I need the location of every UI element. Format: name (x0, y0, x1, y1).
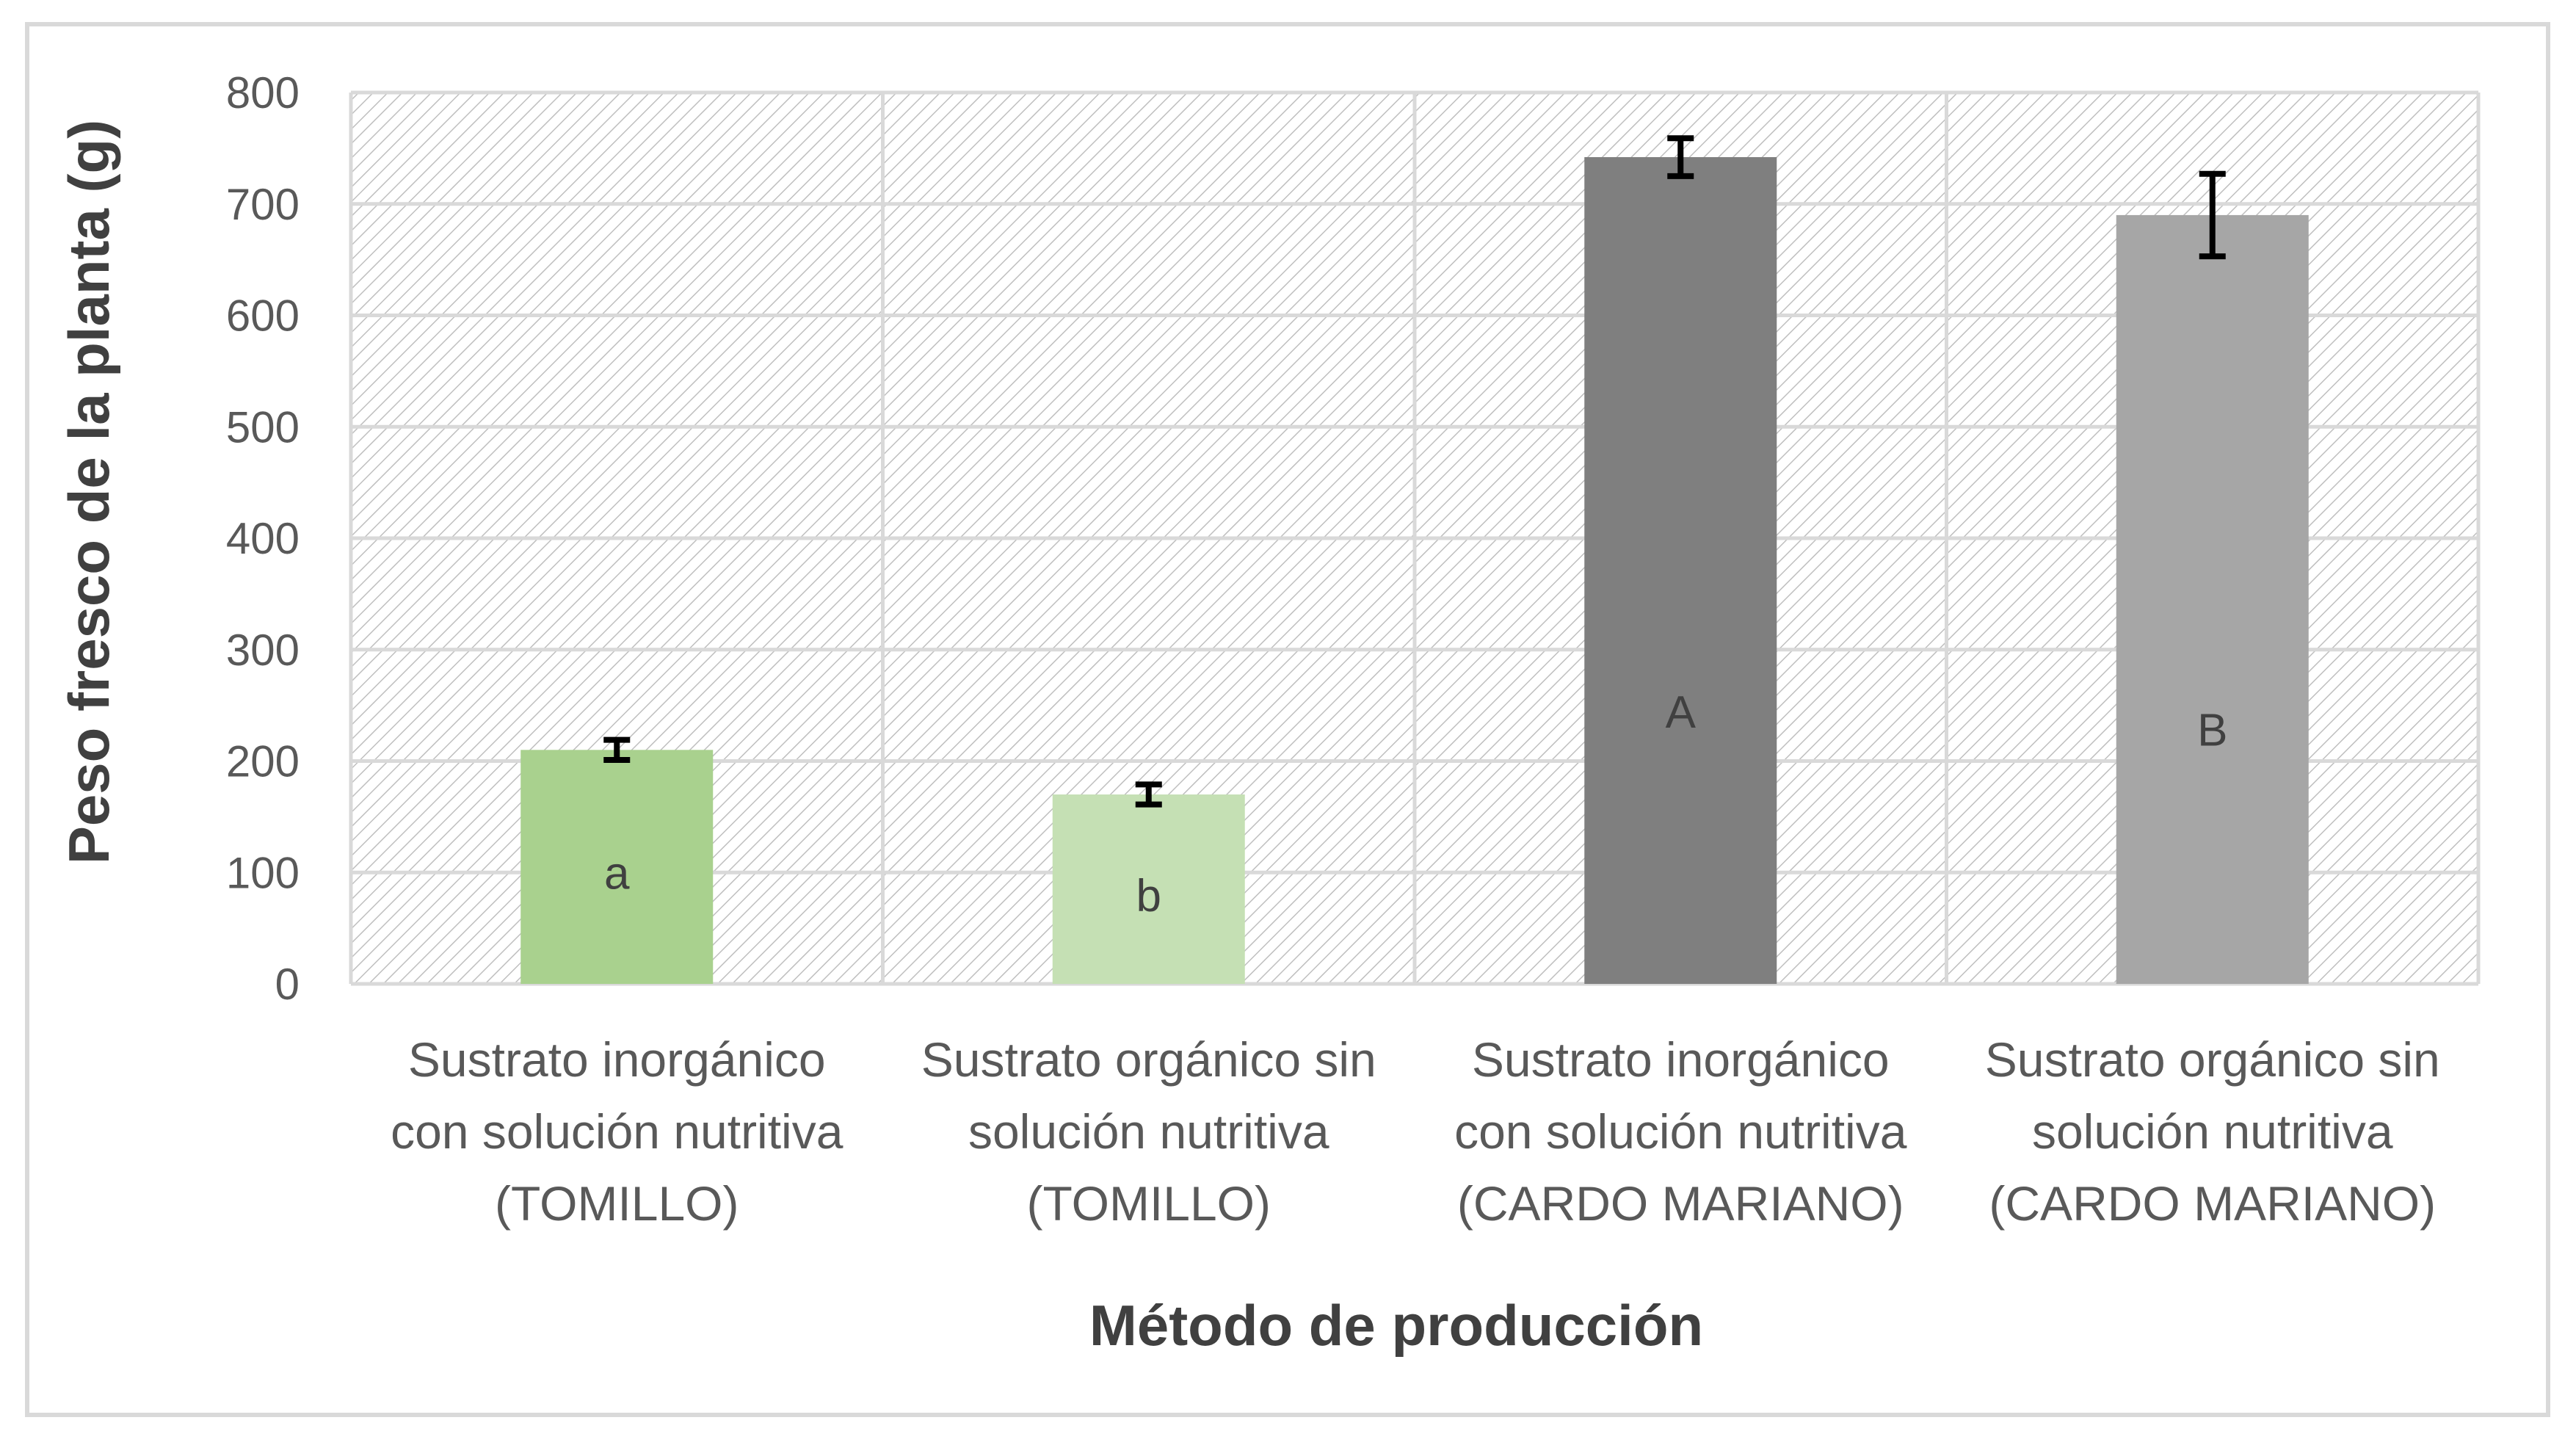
error-bars (603, 135, 2226, 808)
bars (520, 157, 2309, 984)
y-tick-label: 400 (226, 514, 300, 563)
y-tick-label: 600 (226, 291, 300, 341)
x-category-label: Sustrato orgánico sin (921, 1032, 1376, 1087)
x-category-label: (CARDO MARIANO) (1457, 1176, 1904, 1231)
x-category-label: solución nutritiva (2032, 1104, 2393, 1159)
y-tick-label: 100 (226, 848, 300, 897)
significance-labels: a b A B (604, 687, 2227, 921)
x-category-label: (TOMILLO) (495, 1176, 739, 1231)
bar (1584, 157, 1777, 984)
x-category-label: (CARDO MARIANO) (1989, 1176, 2436, 1231)
significance-label: b (1136, 871, 1161, 921)
significance-label: a (604, 849, 630, 899)
bar (520, 750, 714, 984)
y-tick-label: 700 (226, 180, 300, 229)
y-axis-title: Peso fresco de la planta (g) (57, 120, 121, 864)
bar (1052, 794, 1245, 984)
x-category-label: con solución nutritiva (391, 1104, 843, 1159)
y-tick-label: 300 (226, 626, 300, 675)
x-category-label: solución nutritiva (968, 1104, 1329, 1159)
significance-label: A (1666, 687, 1697, 738)
bar (2116, 214, 2309, 984)
y-tick-label: 500 (226, 402, 300, 452)
y-tick-label: 0 (275, 960, 300, 1009)
x-category-label: (TOMILLO) (1027, 1176, 1271, 1231)
x-category-label: Sustrato inorgánico (1472, 1032, 1890, 1087)
y-tick-label: 200 (226, 737, 300, 786)
x-category-labels: Sustrato inorgánico con solución nutritiv… (391, 1032, 2440, 1231)
x-category-label: Sustrato orgánico sin (1985, 1032, 2440, 1087)
x-axis-title: Método de producción (1089, 1293, 1703, 1358)
y-tick-label: 800 (226, 68, 300, 117)
significance-label: B (2197, 705, 2227, 756)
x-category-label: con solución nutritiva (1454, 1104, 1907, 1159)
x-category-label: Sustrato inorgánico (408, 1032, 826, 1087)
y-tick-labels: 0 100 200 300 400 500 600 700 800 (226, 68, 300, 1009)
